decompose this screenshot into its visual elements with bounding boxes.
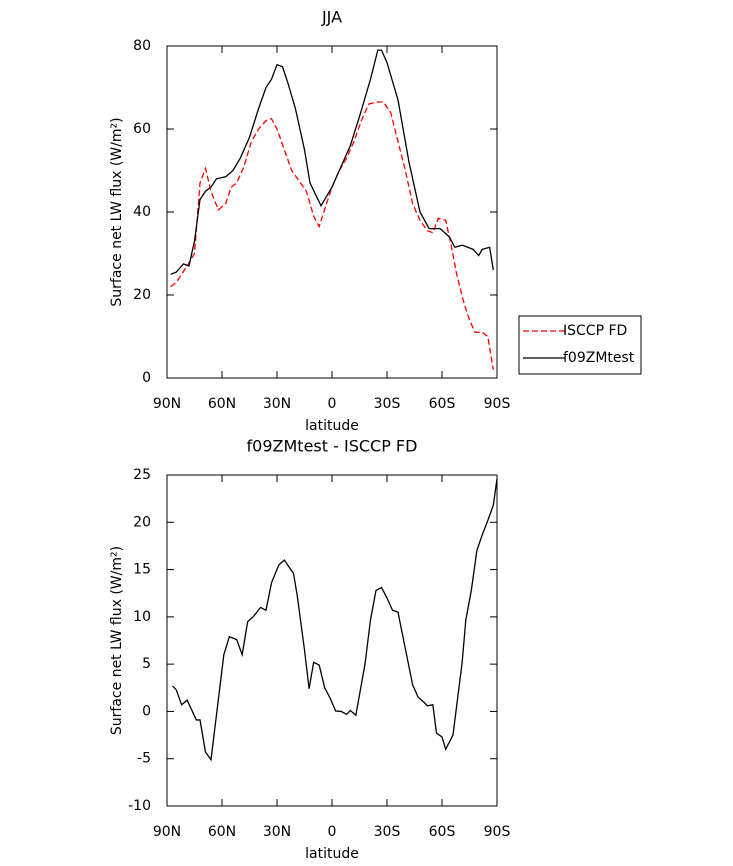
y-tick-label: 20 [133, 514, 151, 530]
x-tick-label: 90S [484, 396, 511, 412]
plot-frame [166, 474, 498, 807]
x-tick-label: 90N [153, 824, 181, 840]
x-tick-label: 60N [208, 396, 236, 412]
y-tick-label: 10 [133, 609, 151, 625]
x-tick-label: 30N [263, 396, 291, 412]
x-tick-label: 60S [429, 396, 456, 412]
y-tick-label: 20 [133, 287, 151, 303]
y-tick-label: 25 [133, 467, 151, 483]
x-tick-label: 90N [153, 396, 181, 412]
y-tick-label: -5 [137, 751, 151, 767]
y-tick-label: -10 [128, 798, 151, 814]
x-tick-label: 0 [328, 396, 337, 412]
plot-frame [166, 45, 498, 379]
x-tick-label: 90S [484, 824, 511, 840]
y-axis-label: Surface net LW flux (W/m²) [109, 546, 125, 735]
y-tick-label: 0 [142, 703, 151, 719]
y-tick-label: 5 [142, 656, 151, 672]
chart-title: JJA [321, 8, 342, 27]
x-tick-label: 30S [374, 396, 401, 412]
data-line [172, 478, 498, 762]
x-axis-label: latitude [305, 418, 359, 434]
y-tick-label: 80 [133, 38, 151, 54]
data-line [170, 101, 494, 370]
x-axis-label: latitude [305, 846, 359, 862]
x-tick-label: 60S [429, 824, 456, 840]
x-tick-label: 0 [328, 824, 337, 840]
y-tick-label: 15 [133, 562, 151, 578]
y-tick-label: 0 [142, 370, 151, 386]
legend-label: ISCCP FD [563, 323, 627, 339]
chart-title: f09ZMtest - ISCCP FD [247, 437, 418, 456]
y-tick-label: 40 [133, 204, 151, 220]
legend-box [518, 315, 642, 375]
data-line [170, 49, 494, 275]
y-axis-label: Surface net LW flux (W/m²) [109, 117, 125, 306]
x-tick-label: 30N [263, 824, 291, 840]
x-tick-label: 30S [374, 824, 401, 840]
y-tick-label: 60 [133, 121, 151, 137]
legend-label: f09ZMtest [563, 350, 635, 366]
x-tick-label: 60N [208, 824, 236, 840]
